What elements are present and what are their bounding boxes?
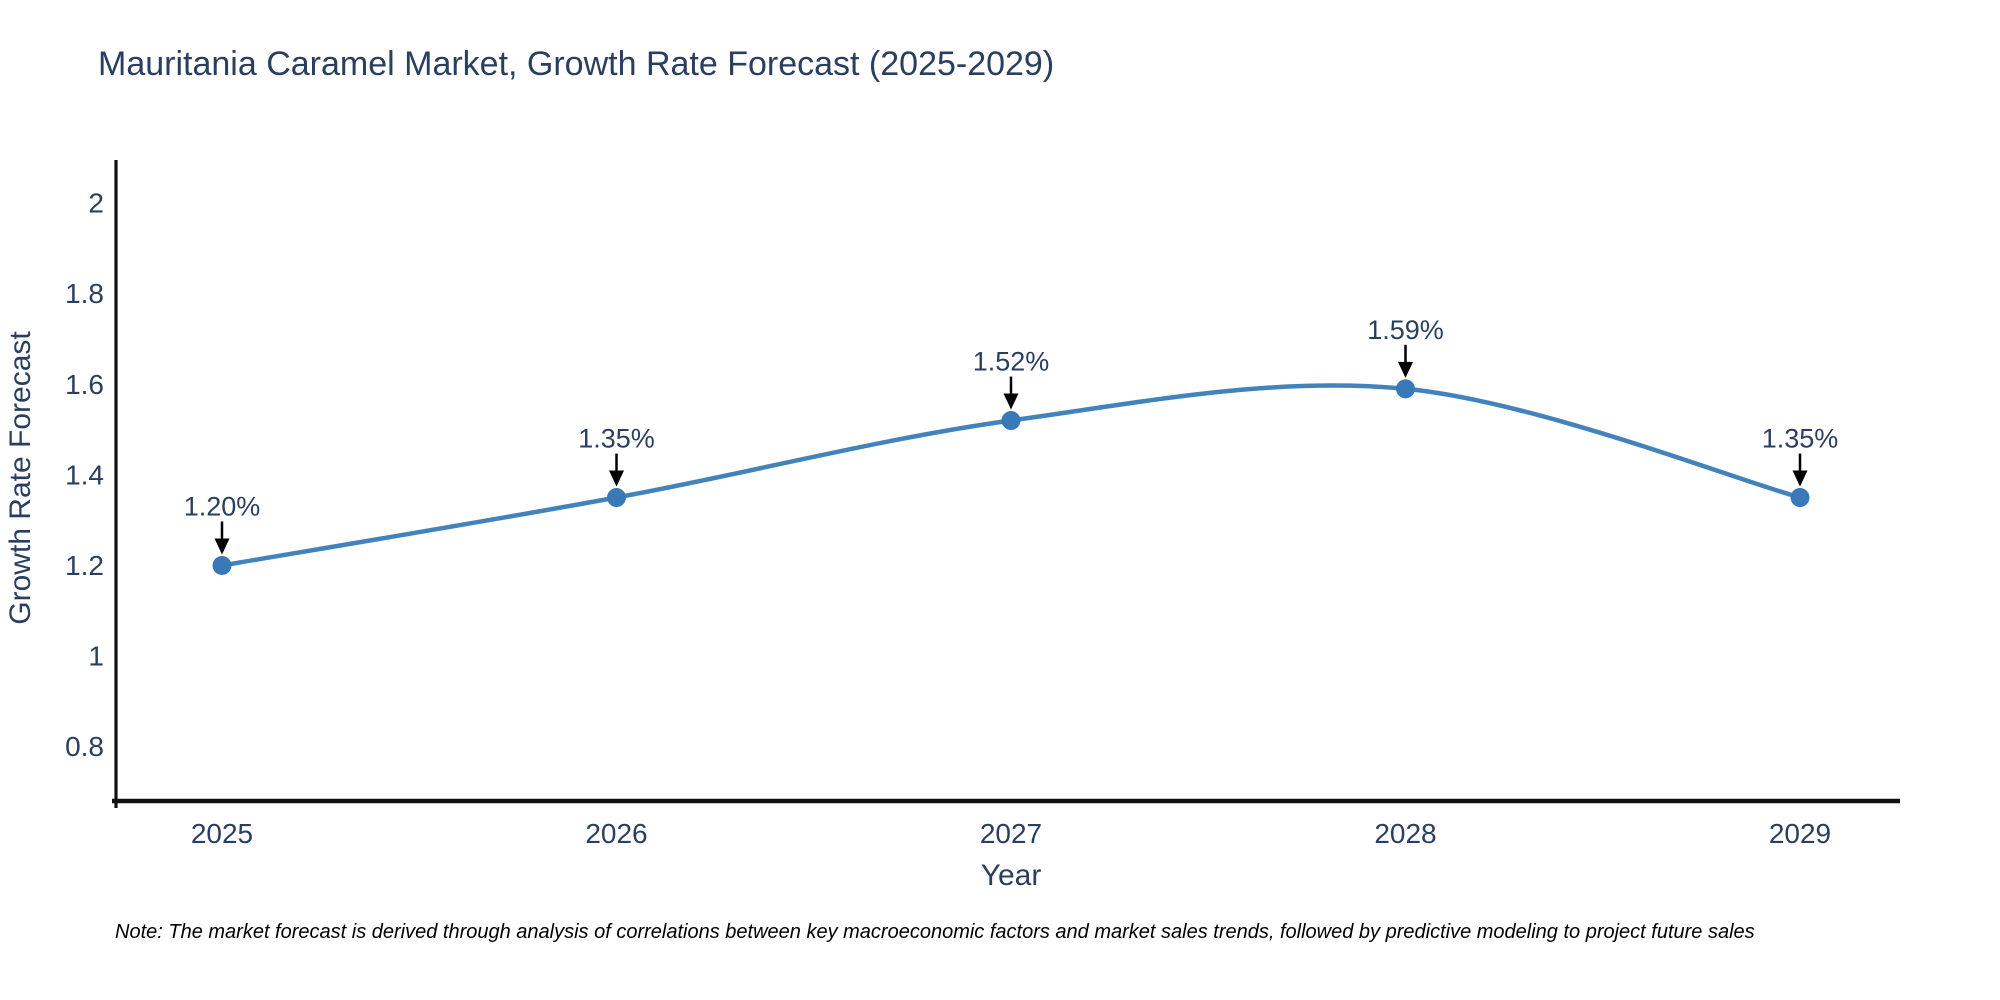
point-value-label: 1.35%: [578, 424, 655, 454]
point-value-label: 1.52%: [973, 347, 1050, 377]
footnote: Note: The market forecast is derived thr…: [115, 921, 1755, 943]
data-point-marker[interactable]: [212, 556, 232, 575]
annotation-arrowhead-icon: [609, 470, 624, 487]
y-axis-tick-labels: 2 1.8 1.6 1.4 1.2 1 0.8: [65, 188, 104, 763]
x-tick-label: 2026: [585, 818, 647, 849]
point-annotation: 1.35%: [578, 424, 655, 487]
point-annotation: 1.20%: [184, 492, 261, 555]
point-value-label: 1.20%: [184, 492, 261, 522]
annotation-arrowhead-icon: [1398, 361, 1413, 378]
y-tick-label: 1.4: [65, 459, 104, 490]
y-axis-title: Growth Rate Forecast: [4, 331, 37, 625]
x-tick-label: 2025: [191, 818, 253, 849]
data-point-markers: [212, 379, 1810, 575]
point-annotation: 1.52%: [973, 347, 1050, 410]
data-point-annotations: 1.20% 1.35% 1.52% 1.59% 1.35%: [184, 315, 1839, 555]
data-point-marker[interactable]: [1790, 488, 1810, 508]
point-value-label: 1.59%: [1367, 315, 1444, 345]
point-value-label: 1.35%: [1762, 424, 1839, 454]
chart-title: Mauritania Caramel Market, Growth Rate F…: [98, 45, 1055, 83]
data-point-marker[interactable]: [1001, 411, 1021, 431]
y-tick-label: 0.8: [65, 731, 104, 762]
point-annotation: 1.35%: [1762, 424, 1839, 487]
annotation-arrowhead-icon: [214, 538, 230, 555]
y-tick-label: 2: [88, 188, 104, 219]
data-point-marker[interactable]: [607, 488, 626, 508]
point-annotation: 1.59%: [1367, 315, 1444, 378]
x-tick-label: 2028: [1374, 818, 1436, 849]
annotation-arrowhead-icon: [1792, 470, 1808, 487]
data-point-marker[interactable]: [1396, 379, 1415, 399]
y-tick-label: 1: [88, 641, 104, 672]
y-tick-label: 1.2: [65, 550, 104, 581]
y-tick-label: 1.8: [65, 278, 104, 309]
annotation-arrowhead-icon: [1003, 393, 1019, 410]
x-tick-label: 2027: [980, 818, 1042, 849]
x-axis-tick-labels: 2025 2026 2027 2028 2029: [191, 818, 1831, 849]
y-tick-label: 1.6: [65, 369, 104, 400]
x-tick-label: 2029: [1769, 818, 1831, 849]
x-axis-title: Year: [981, 859, 1042, 892]
